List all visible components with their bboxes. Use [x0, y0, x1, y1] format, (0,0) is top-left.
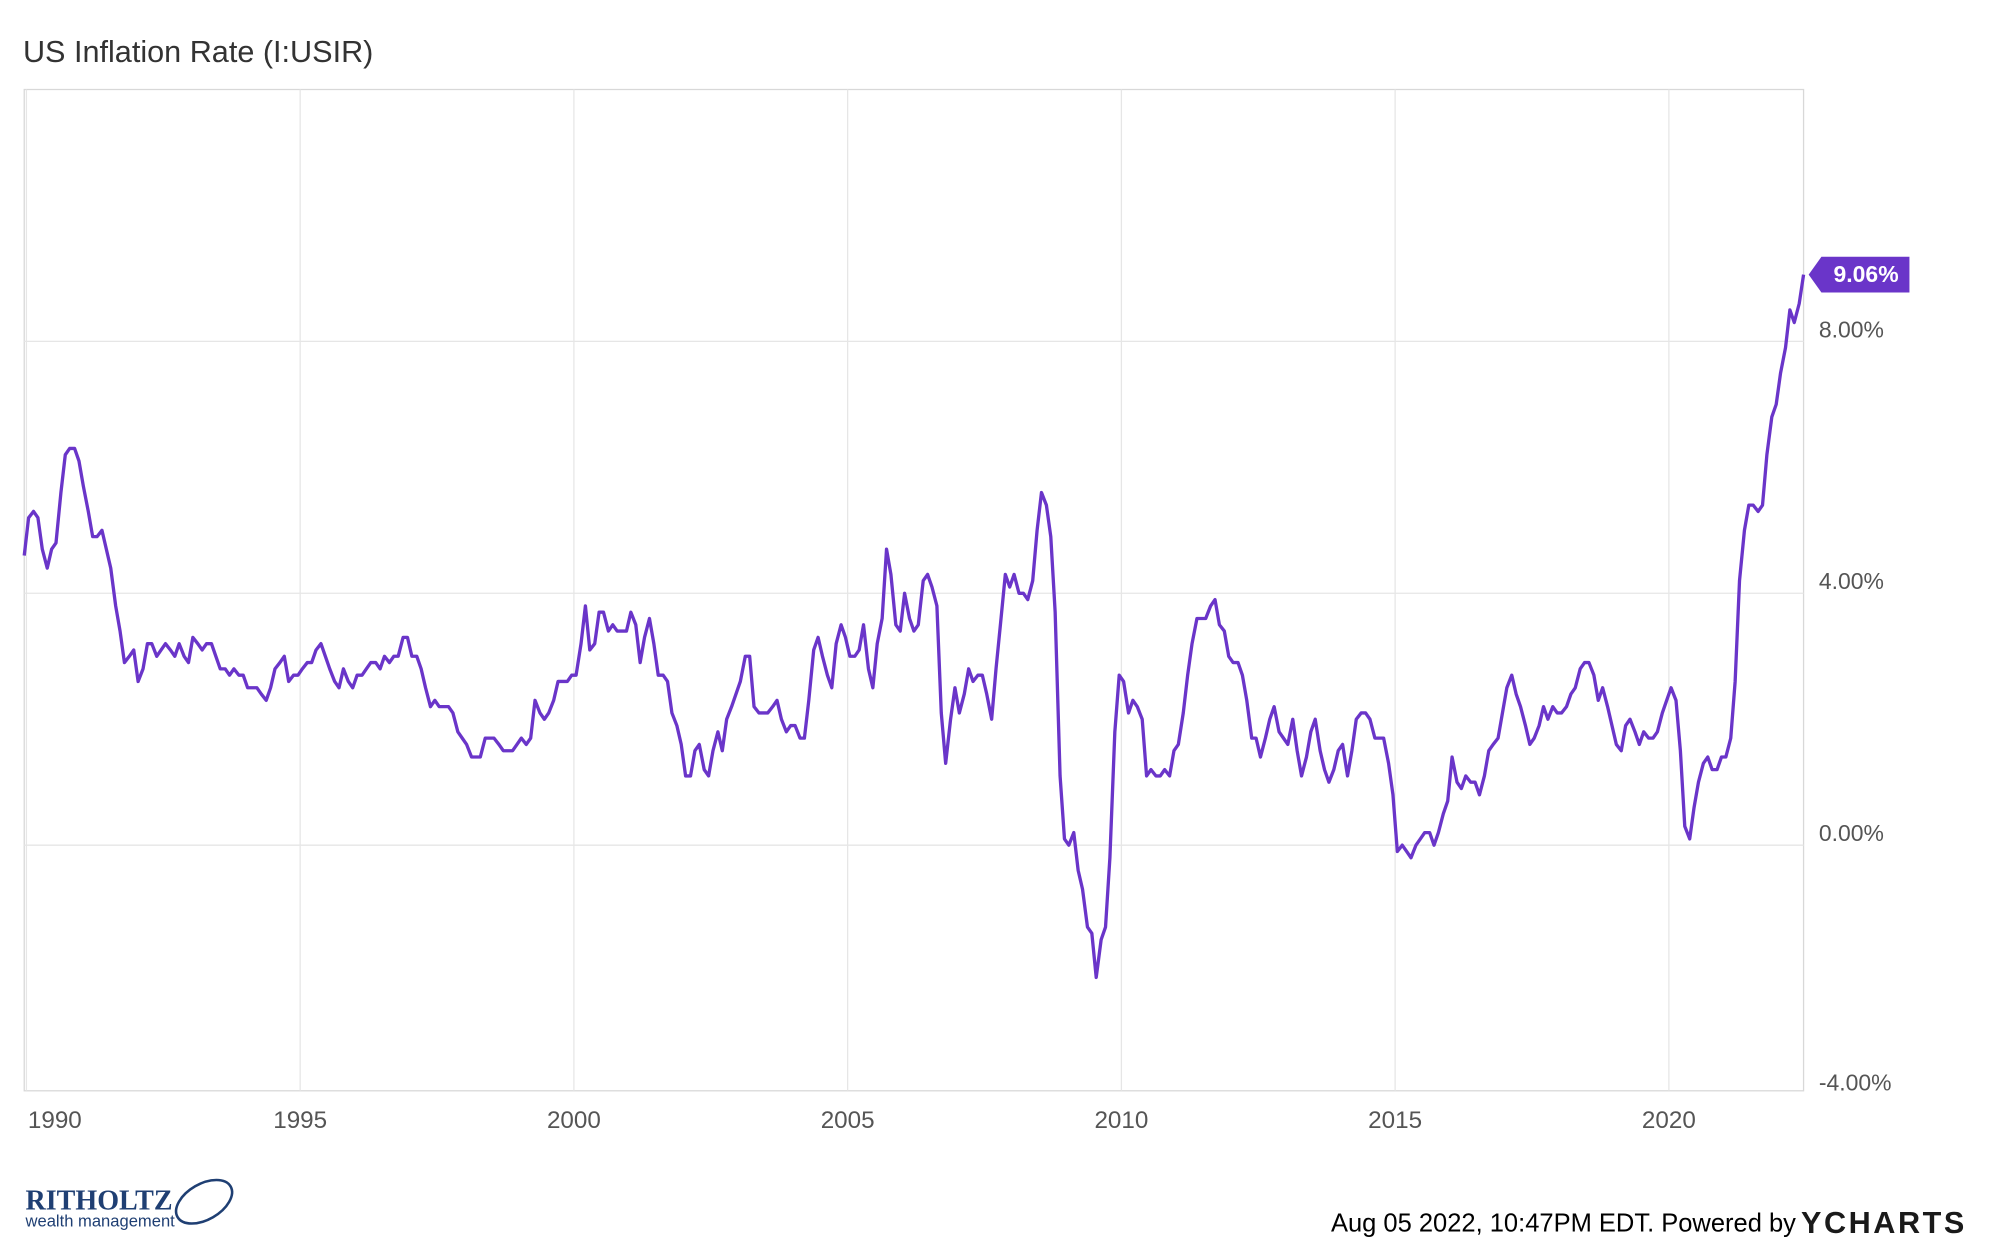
brand-logo: YCHARTS — [1801, 1206, 1967, 1240]
y-tick-label: 0.00% — [1819, 820, 1884, 846]
logo-name: RITHOLTZ — [26, 1185, 173, 1216]
x-tick-label: 2015 — [1368, 1107, 1422, 1134]
chart-title: US Inflation Rate (I:USIR) — [23, 35, 373, 69]
x-tick-label: 2010 — [1094, 1107, 1148, 1134]
end-label: 9.06% — [1834, 261, 1899, 287]
x-tick-label: 2000 — [547, 1107, 601, 1134]
y-tick-label: -4.00% — [1819, 1069, 1892, 1095]
ritholtz-logo: RITHOLTZ wealth management — [25, 1178, 234, 1231]
end-label-tag — [1808, 256, 1910, 293]
x-tick-label: 1995 — [273, 1107, 327, 1134]
x-tick-label: 1990 — [28, 1107, 82, 1134]
timestamp: Aug 05 2022, 10:47PM EDT. Powered by — [1331, 1209, 1796, 1237]
x-tick-label: 2020 — [1642, 1107, 1696, 1134]
data-line — [22, 274, 1806, 980]
logo-swoosh — [174, 1178, 234, 1225]
y-tick-label: 8.00% — [1819, 316, 1884, 342]
plot-frame — [23, 88, 1805, 1092]
x-tick-label: 2005 — [821, 1107, 875, 1134]
logo-tagline: wealth management — [25, 1212, 176, 1231]
y-tick-label: 4.00% — [1819, 568, 1884, 594]
